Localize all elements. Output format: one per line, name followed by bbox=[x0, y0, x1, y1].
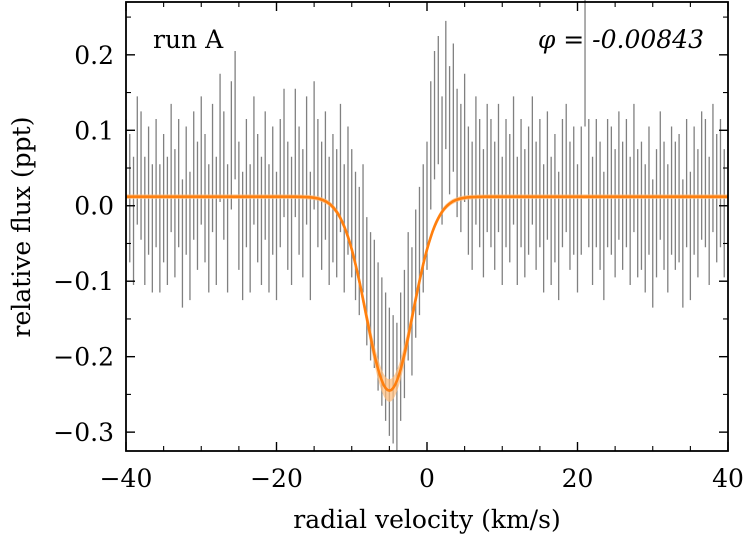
y-tick-label: 0.1 bbox=[74, 116, 114, 145]
y-tick-label: 0.0 bbox=[74, 192, 114, 221]
x-axis-title: radial velocity (km/s) bbox=[293, 505, 560, 534]
model-line bbox=[126, 195, 728, 392]
x-tick-label: −20 bbox=[250, 464, 303, 493]
run-label: run A bbox=[153, 25, 224, 54]
y-tick-label: −0.3 bbox=[53, 418, 114, 447]
y-tick-label: 0.2 bbox=[74, 41, 114, 70]
data-errorbars bbox=[125, 0, 725, 451]
model-fit bbox=[126, 194, 728, 402]
axis-ticks bbox=[125, 2, 729, 451]
x-tick-label: 20 bbox=[562, 464, 594, 493]
y-axis-title: relative flux (ppt) bbox=[7, 117, 36, 338]
x-tick-label: 0 bbox=[419, 464, 435, 493]
y-tick-label: −0.1 bbox=[53, 267, 114, 296]
axis-tick-labels: −40 −20 0 20 40 −0.3 −0.2 −0.1 0.0 0.1 0.2 bbox=[53, 41, 744, 493]
x-tick-label: −40 bbox=[100, 464, 153, 493]
phase-label: φ = -0.00843 bbox=[538, 25, 704, 54]
y-tick-label: −0.2 bbox=[53, 343, 114, 372]
x-tick-label: 40 bbox=[712, 464, 744, 493]
